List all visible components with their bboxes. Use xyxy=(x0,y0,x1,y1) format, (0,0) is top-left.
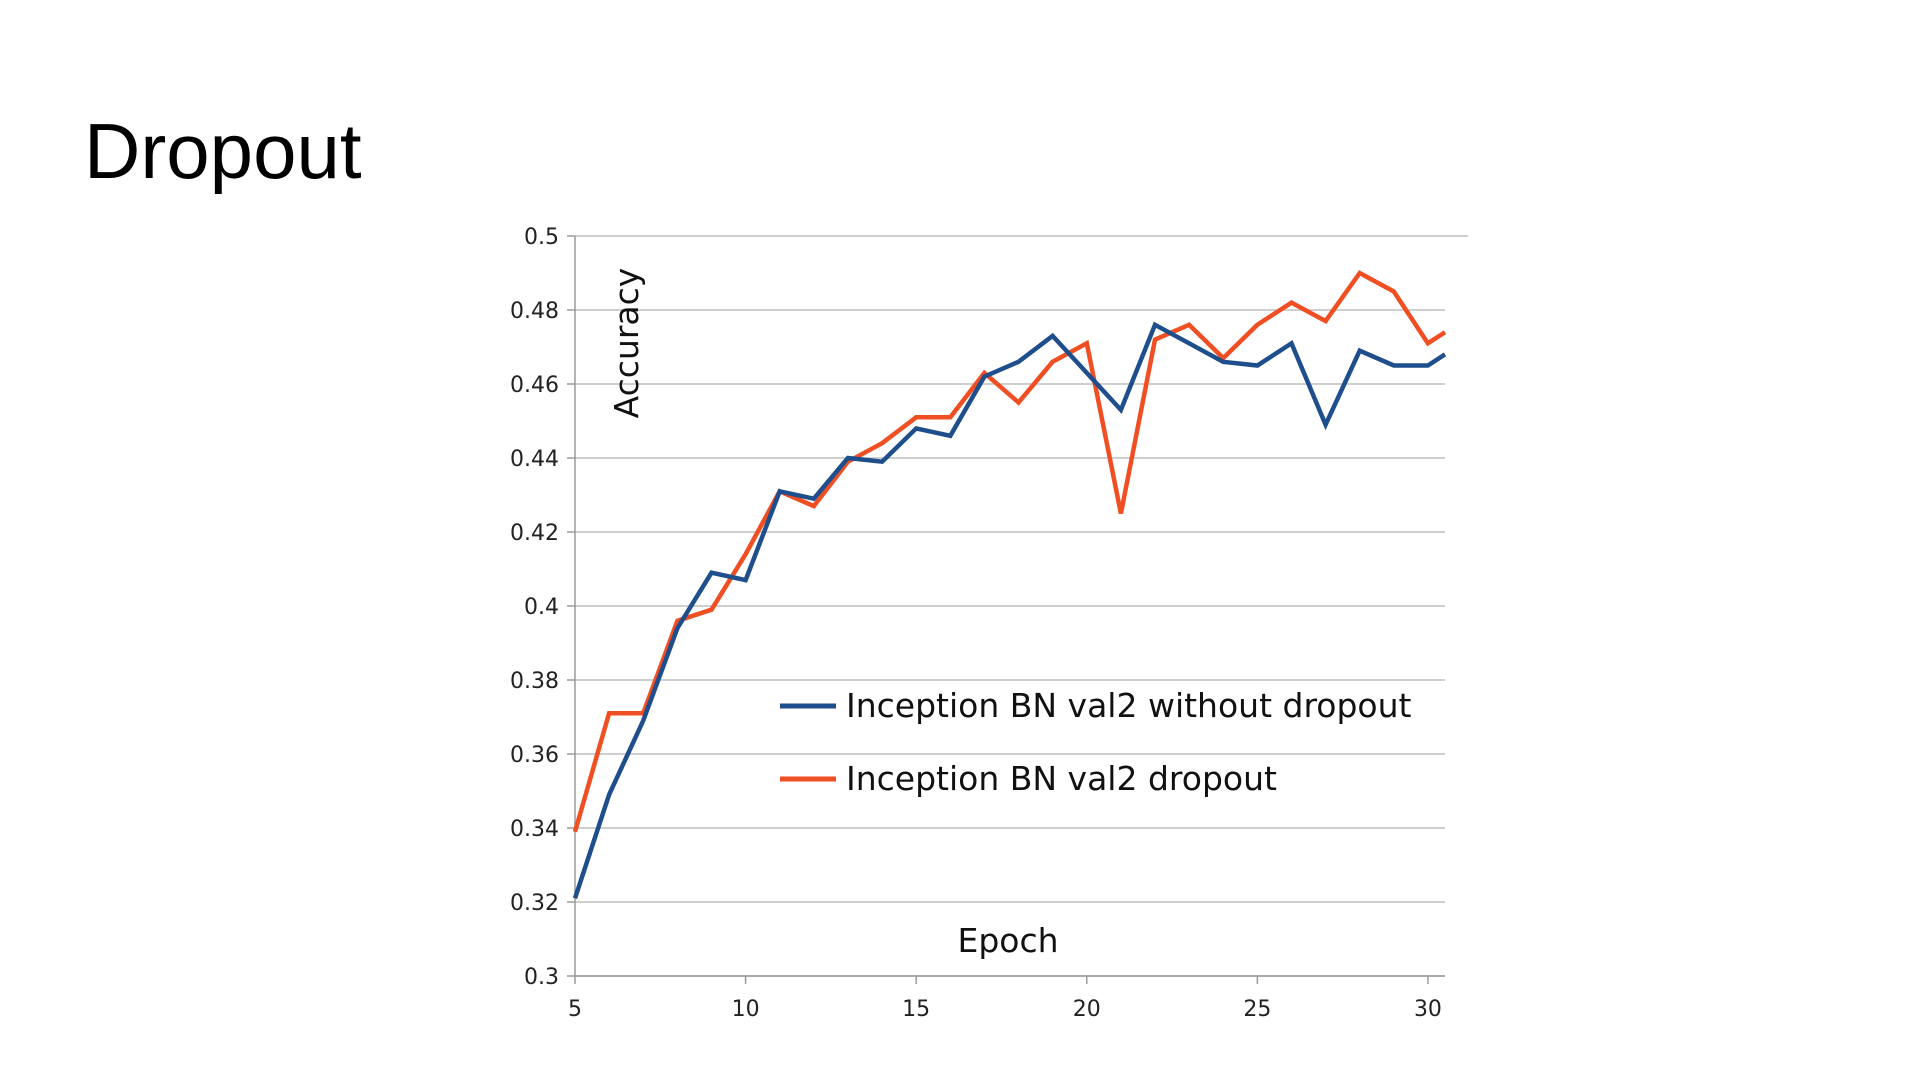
y-axis-title: Accuracy xyxy=(607,268,646,419)
series-lines xyxy=(572,270,1447,900)
x-axis-title: Epoch xyxy=(957,921,1058,960)
y-tick-label: 0.44 xyxy=(510,447,559,472)
slide-title: Dropout xyxy=(84,107,362,195)
legend: Inception BN val2 without dropout Incepti… xyxy=(780,686,1412,798)
x-tick-label: 25 xyxy=(1243,997,1271,1022)
y-tick-label: 0.42 xyxy=(510,521,559,546)
y-tick-label: 0.3 xyxy=(524,965,559,990)
x-tick-label: 30 xyxy=(1414,997,1442,1022)
axes xyxy=(567,235,1445,984)
legend-label: Inception BN val2 dropout xyxy=(846,759,1277,798)
legend-label: Inception BN val2 without dropout xyxy=(846,686,1412,725)
y-tick-label: 0.36 xyxy=(510,743,559,768)
y-tick-label: 0.38 xyxy=(510,669,559,694)
series-line-dropout xyxy=(572,270,1447,833)
y-tick-label: 0.32 xyxy=(510,891,559,916)
tick-labels: 0.3 0.32 0.34 0.36 0.38 0.4 0.42 0.44 0.46 0.48 0.… xyxy=(510,225,1442,1022)
grid-lines xyxy=(575,235,1468,977)
y-tick-label: 0.4 xyxy=(524,595,559,620)
y-tick-label: 0.5 xyxy=(524,225,559,250)
series-line-without-dropout xyxy=(572,321,1447,900)
x-tick-label: 10 xyxy=(732,997,760,1022)
x-tick-label: 20 xyxy=(1073,997,1101,1022)
y-tick-label: 0.34 xyxy=(510,817,559,842)
y-tick-label: 0.48 xyxy=(510,299,559,324)
x-tick-label: 15 xyxy=(902,997,930,1022)
y-tick-label: 0.46 xyxy=(510,373,559,398)
x-tick-label: 5 xyxy=(568,997,582,1022)
